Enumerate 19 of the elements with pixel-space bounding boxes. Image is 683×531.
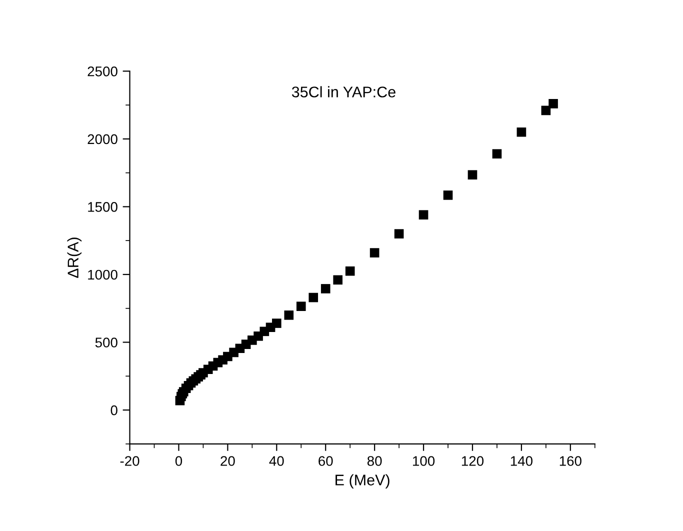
x-tick-label: 140: [510, 456, 532, 466]
y-tick-label: 2000: [88, 134, 118, 144]
x-tick-label: 100: [413, 456, 435, 466]
x-tick-label: 160: [560, 456, 582, 466]
x-tick-label: 20: [220, 456, 235, 466]
x-tick-label: 80: [367, 456, 382, 466]
y-tick-label: 500: [95, 338, 118, 348]
x-tick-label: 40: [269, 456, 284, 466]
x-tick-label: 0: [175, 456, 182, 466]
x-axis-title: E (MeV): [336, 474, 390, 488]
y-axis-title: ΔR(A): [67, 238, 82, 278]
y-tick-label: 0: [110, 405, 118, 416]
x-tick-label: -20: [120, 456, 140, 466]
x-tick-label: 120: [462, 456, 484, 466]
y-tick-label: 1000: [88, 270, 118, 280]
x-tick-label: 60: [318, 456, 333, 466]
annotation: 35Cl in YAP:Ce: [292, 86, 396, 98]
y-tick-label: 1500: [88, 202, 118, 212]
y-tick-label: 2500: [88, 66, 118, 76]
